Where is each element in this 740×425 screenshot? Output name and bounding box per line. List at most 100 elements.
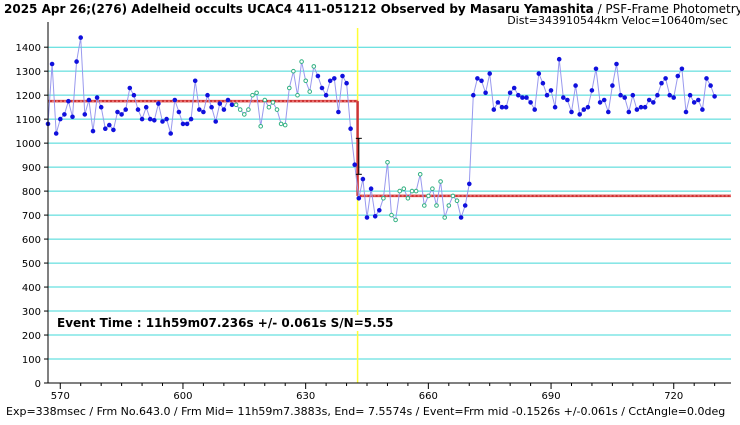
data-point xyxy=(156,101,161,106)
data-point xyxy=(127,85,133,91)
data-point xyxy=(691,100,697,105)
data-point xyxy=(405,196,411,201)
footer-info: Exp=338msec / Frm No.643.0 / Frm Mid= 11… xyxy=(6,405,726,418)
data-point xyxy=(139,116,145,122)
data-point xyxy=(597,100,603,105)
data-point xyxy=(184,121,190,127)
data-point xyxy=(368,186,374,191)
data-point xyxy=(618,92,623,98)
data-point xyxy=(577,112,583,117)
data-point xyxy=(274,107,280,112)
data-point xyxy=(197,107,202,112)
data-point xyxy=(638,104,644,110)
data-point xyxy=(442,215,448,220)
data-point xyxy=(74,59,79,64)
data-point xyxy=(646,97,652,103)
data-point xyxy=(585,104,591,110)
data-point xyxy=(135,107,141,112)
data-point xyxy=(287,85,292,91)
y-tick-label: 1400 xyxy=(16,43,41,54)
series-photometry xyxy=(45,35,717,223)
x-tick-label: 660 xyxy=(419,391,438,402)
data-point xyxy=(160,119,165,124)
data-point xyxy=(78,35,83,40)
data-point xyxy=(282,122,288,128)
data-point xyxy=(528,100,533,105)
y-tick-label: 500 xyxy=(22,259,41,270)
event-error-bar xyxy=(355,137,362,175)
chart-subtitle: Dist=343910544km Veloc=10640m/sec xyxy=(507,14,728,27)
data-point xyxy=(708,83,713,88)
data-point xyxy=(364,215,370,220)
data-point xyxy=(507,90,513,96)
data-point xyxy=(123,107,128,112)
data-point xyxy=(111,127,116,133)
data-point xyxy=(561,95,566,100)
data-point xyxy=(536,71,542,76)
data-point xyxy=(180,121,186,127)
data-point xyxy=(573,83,578,88)
data-point xyxy=(610,83,615,88)
data-point xyxy=(360,176,366,182)
data-point xyxy=(675,73,681,79)
data-point xyxy=(417,172,423,177)
data-point xyxy=(704,76,709,81)
data-point xyxy=(98,104,104,110)
data-point xyxy=(663,76,668,81)
title-sub: / PSF-Frame Photometry / xyxy=(593,2,740,16)
data-point xyxy=(700,107,705,112)
data-point xyxy=(246,107,251,112)
y-tick-label: 1000 xyxy=(16,139,41,150)
y-tick-label: 0 xyxy=(35,379,41,390)
data-point xyxy=(434,203,439,208)
data-point xyxy=(651,100,656,105)
data-point xyxy=(143,104,149,110)
data-point xyxy=(540,80,546,86)
data-point xyxy=(458,215,464,220)
data-point xyxy=(188,116,194,122)
data-point xyxy=(422,203,427,208)
data-point xyxy=(319,85,325,91)
data-point xyxy=(487,71,493,76)
y-tick-label: 800 xyxy=(22,187,41,198)
data-point xyxy=(548,88,554,93)
data-point xyxy=(299,59,304,64)
data-point xyxy=(409,188,415,194)
data-point xyxy=(209,104,214,110)
data-point xyxy=(413,188,419,194)
data-point xyxy=(53,131,59,136)
y-tick-label: 1300 xyxy=(16,67,41,78)
data-point xyxy=(229,102,235,108)
data-point xyxy=(82,112,88,117)
data-point xyxy=(49,61,55,67)
data-point xyxy=(483,90,488,96)
data-point xyxy=(327,78,333,84)
y-tick-label: 1100 xyxy=(16,115,41,126)
data-point xyxy=(119,112,124,117)
data-point xyxy=(107,122,112,128)
data-point xyxy=(581,107,587,112)
y-tick-label: 900 xyxy=(22,163,41,174)
data-point xyxy=(471,92,476,98)
data-point xyxy=(340,73,345,79)
data-point xyxy=(90,128,96,134)
data-point xyxy=(377,208,382,213)
data-point xyxy=(462,203,468,208)
data-point xyxy=(237,107,243,112)
data-point xyxy=(250,92,255,98)
data-point xyxy=(381,196,386,201)
x-tick-label: 690 xyxy=(542,391,561,402)
data-point xyxy=(687,92,693,98)
data-point xyxy=(303,78,309,84)
data-point xyxy=(164,116,169,122)
data-point xyxy=(62,112,67,117)
x-axis-ticks: 570 600 630 660 690 720 xyxy=(51,383,716,402)
event-annotation-background xyxy=(55,315,396,331)
data-point xyxy=(552,104,558,110)
x-tick-label: 630 xyxy=(296,391,315,402)
data-point xyxy=(323,92,329,98)
data-point xyxy=(352,162,358,167)
data-point xyxy=(266,104,272,110)
data-point xyxy=(491,107,497,112)
